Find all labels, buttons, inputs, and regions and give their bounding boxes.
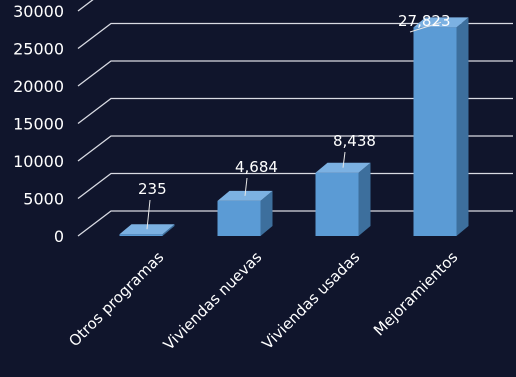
gridline-0 <box>77 210 513 237</box>
category-label-2: Viviendas usadas <box>259 248 364 353</box>
bar-2 <box>315 162 371 236</box>
bar-3 <box>413 17 469 236</box>
category-label-1: Viviendas nuevas <box>160 248 266 354</box>
bar-side-1 <box>260 190 273 236</box>
data-label-0: 235 <box>138 180 167 198</box>
y-tick-label-20000: 20000 <box>13 77 64 96</box>
bar-side-0 <box>162 224 175 236</box>
bar-side-3 <box>456 17 469 236</box>
gridline-10000 <box>77 135 513 162</box>
bars <box>119 17 469 236</box>
y-tick-label-0: 0 <box>54 227 64 246</box>
gridline-5000 <box>77 172 513 200</box>
data-label-leaders <box>146 21 442 230</box>
bar-front-3 <box>413 27 457 236</box>
bar-front-0 <box>119 234 163 236</box>
y-tick-label-10000: 10000 <box>13 152 64 171</box>
bar-front-1 <box>217 200 261 236</box>
data-label-1: 4,684 <box>235 158 278 176</box>
bar-side-2 <box>358 162 371 236</box>
y-tick-label-15000: 15000 <box>13 115 64 134</box>
leader-line-3 <box>409 21 442 33</box>
leader-line-0 <box>146 199 151 230</box>
leader-line-1 <box>244 177 248 196</box>
gridline-15000 <box>77 97 513 125</box>
bar-1 <box>217 190 273 236</box>
y-tick-label-5000: 5000 <box>23 190 64 209</box>
leader-line-2 <box>342 151 346 168</box>
gridline-25000 <box>77 22 513 50</box>
bar-front-2 <box>315 172 359 236</box>
category-label-3: Mejoramientos <box>370 248 462 340</box>
y-axis-tick-labels: 0 5000 10000 15000 20000 25000 30000 <box>13 2 64 246</box>
category-label-0: Otros programas <box>65 248 167 350</box>
y-tick-label-25000: 25000 <box>13 40 64 59</box>
data-label-3: 27,823 <box>398 12 451 30</box>
gridline-30000 <box>77 0 94 12</box>
gridline-20000 <box>77 60 513 87</box>
y-tick-label-30000: 30000 <box>13 2 64 21</box>
gridlines <box>77 0 513 237</box>
data-labels: 235 4,684 8,438 27,823 <box>138 12 451 198</box>
data-label-2: 8,438 <box>333 132 376 150</box>
